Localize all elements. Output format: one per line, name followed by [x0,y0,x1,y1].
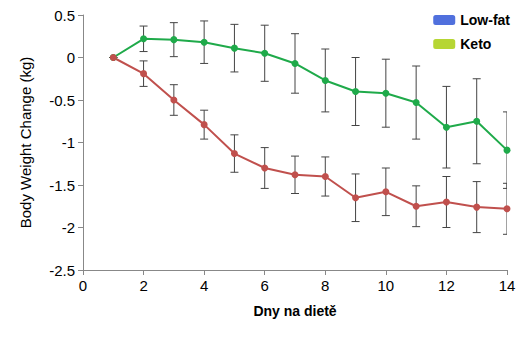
svg-text:-2.5: -2.5 [49,262,75,279]
svg-text:2: 2 [139,277,147,294]
svg-text:Body Weight Change (kg): Body Weight Change (kg) [17,57,34,228]
svg-text:-1: -1 [62,134,75,151]
svg-text:0.5: 0.5 [54,7,75,24]
svg-text:Low-fat: Low-fat [460,12,510,28]
svg-text:Dny na dietě: Dny na dietě [253,303,336,319]
svg-text:12: 12 [438,277,455,294]
svg-text:Keto: Keto [460,36,491,52]
svg-text:8: 8 [321,277,329,294]
svg-text:14: 14 [499,277,516,294]
svg-text:0: 0 [79,277,87,294]
svg-text:6: 6 [261,277,269,294]
svg-text:0: 0 [67,49,75,66]
svg-text:10: 10 [378,277,395,294]
svg-text:4: 4 [200,277,208,294]
svg-text:-2: -2 [62,219,75,236]
svg-text:-0.5: -0.5 [49,92,75,109]
svg-text:-1.5: -1.5 [49,177,75,194]
